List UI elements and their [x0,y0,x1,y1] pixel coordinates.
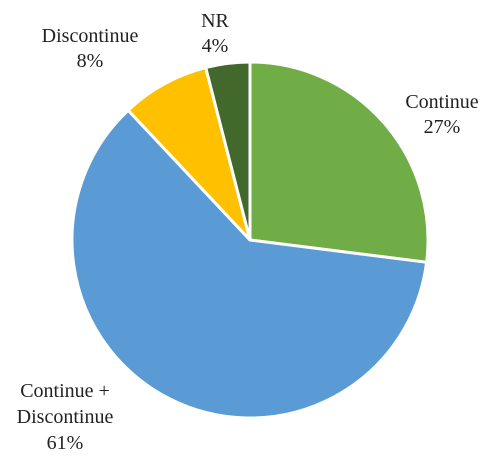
category-label: NR [201,10,229,32]
slice-label: Continue 27% [405,91,478,138]
slice-label: NR 4% [201,10,229,57]
value-label: 8% [77,50,104,72]
category-label: Continue [405,91,478,113]
slice-label: Discontinue 8% [42,25,139,72]
pie-slice [126,65,252,242]
category-line: Continue + [20,380,110,402]
category-label: Continue + Discontinue [17,380,114,428]
slice-label: Continue + Discontinue 61% [17,380,114,454]
pie-slice [203,60,252,241]
category-label: Discontinue [42,25,139,47]
value-label: 61% [47,432,84,454]
category-line: Discontinue [17,406,114,428]
value-label: 27% [424,116,461,138]
pie-slice [248,60,430,264]
pie-slice [70,108,429,420]
value-label: 4% [202,35,229,57]
